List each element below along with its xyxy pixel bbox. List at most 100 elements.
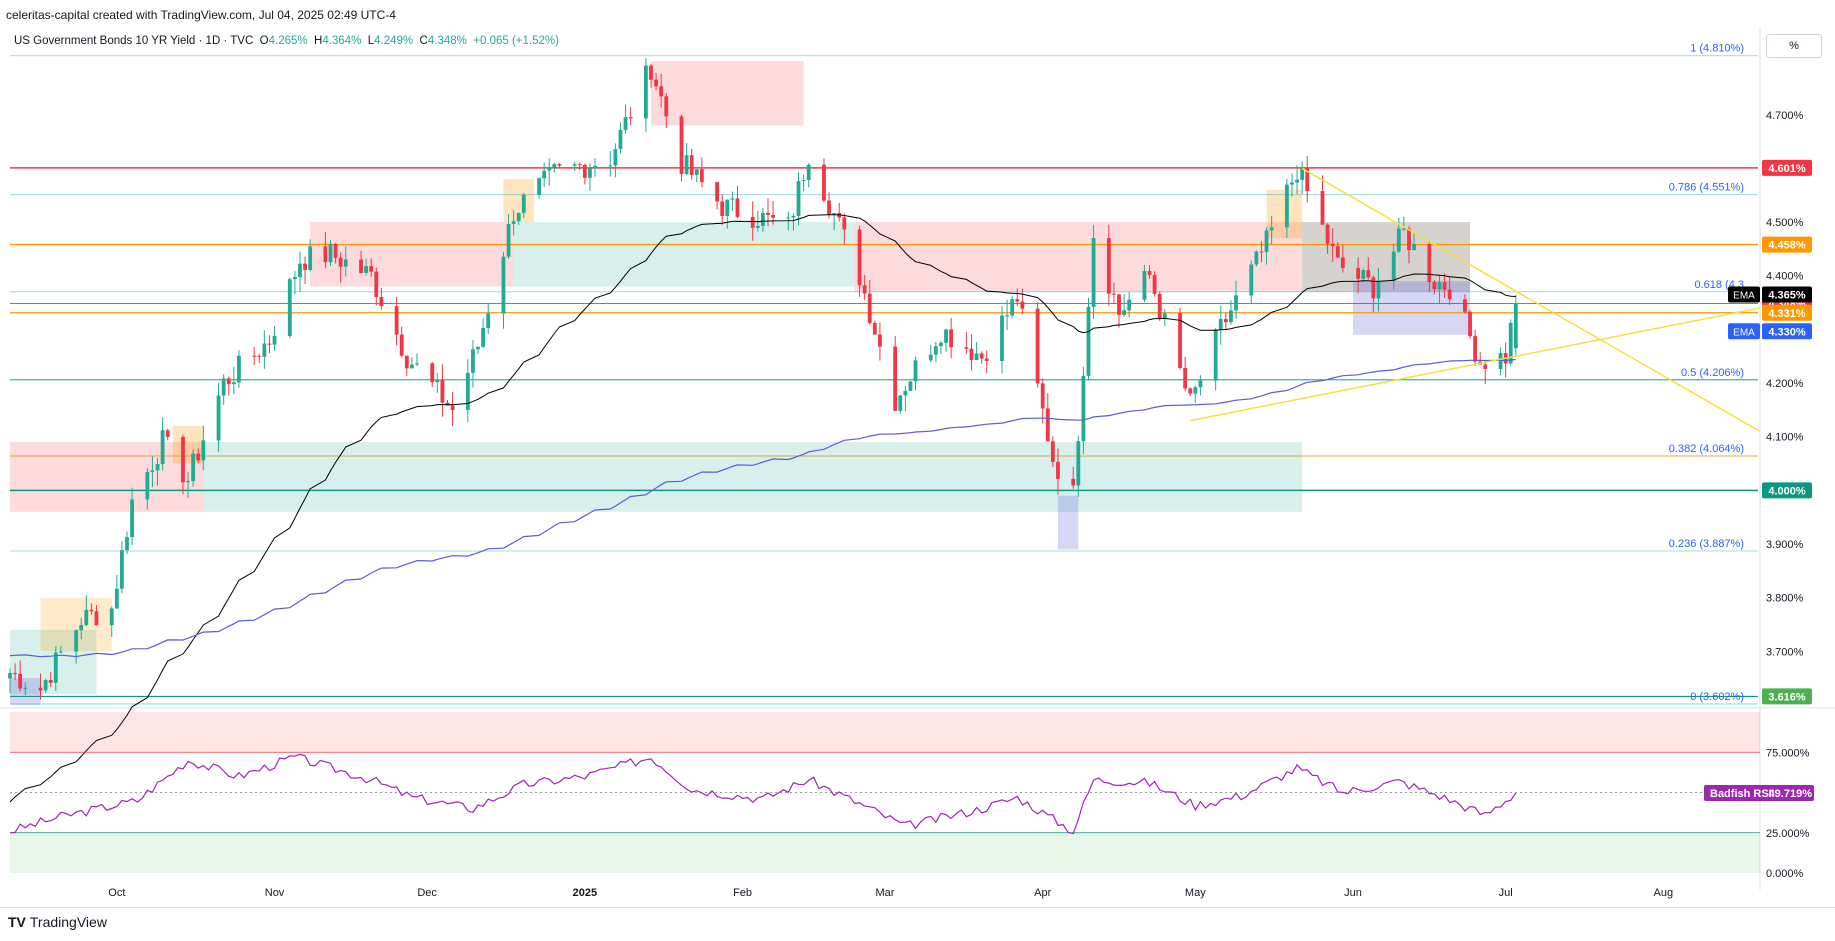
candle-body	[379, 296, 384, 307]
candle-body	[862, 285, 867, 294]
candle-body	[969, 348, 974, 361]
candle-body	[771, 214, 775, 218]
candle-body	[333, 243, 338, 258]
candle	[1050, 436, 1055, 468]
candle	[1330, 228, 1335, 263]
candle	[1376, 268, 1381, 312]
candle-body	[1178, 313, 1182, 368]
candles-group	[8, 58, 1518, 700]
candle	[552, 162, 557, 173]
candle	[58, 646, 63, 654]
price-tag: 4.458%	[1762, 236, 1812, 253]
candle	[8, 668, 12, 694]
ema-slow-tag: EMA 4.330%	[1728, 323, 1812, 340]
candle-body	[1340, 257, 1345, 269]
candle-body	[979, 353, 984, 359]
candle	[933, 342, 938, 363]
candle-body	[1081, 375, 1086, 442]
candle-body	[593, 165, 597, 169]
candle-body	[659, 86, 664, 97]
candle	[267, 335, 272, 354]
candle	[588, 163, 592, 191]
candle	[48, 672, 53, 687]
candle	[415, 353, 419, 367]
candle	[252, 346, 257, 366]
candle	[521, 192, 526, 219]
candle-body	[542, 170, 547, 179]
candle	[1157, 291, 1162, 321]
candle-body	[226, 378, 231, 385]
candle	[1468, 309, 1472, 340]
candle-body	[715, 182, 720, 202]
zone-box	[10, 442, 204, 512]
candle	[1264, 227, 1269, 265]
candle	[201, 425, 206, 471]
candle	[1188, 387, 1193, 397]
candle	[486, 303, 491, 334]
zone-box	[854, 222, 1471, 292]
candle	[114, 574, 119, 609]
x-tick-label: 2025	[573, 887, 597, 899]
y-tick-label: 4.400%	[1766, 271, 1804, 283]
candle	[476, 346, 480, 355]
candle	[374, 267, 379, 306]
candle	[664, 93, 669, 129]
candle	[440, 364, 445, 417]
candle-body	[114, 588, 119, 609]
candle	[1401, 216, 1406, 232]
candle-body	[23, 687, 28, 689]
candle	[878, 322, 882, 361]
candle-body	[1468, 311, 1472, 337]
tag-bg	[1762, 323, 1812, 340]
candle	[404, 355, 409, 377]
candle	[450, 392, 455, 427]
candle-body	[974, 353, 979, 361]
candle-body	[501, 256, 506, 314]
y-tick-label: 3.900%	[1766, 539, 1804, 551]
candle-body	[1335, 246, 1340, 258]
candle	[1249, 260, 1254, 304]
candle	[1295, 165, 1299, 195]
candle-body	[1229, 310, 1233, 323]
candle-body	[649, 65, 653, 80]
candle-body	[755, 225, 760, 228]
tradingview-logo-icon: TV	[8, 914, 26, 930]
rsi-tag: Badfish RSI 49.719%	[1704, 784, 1814, 801]
percent-scale-button[interactable]: %	[1766, 34, 1822, 58]
candle	[1147, 265, 1152, 280]
candle	[898, 394, 903, 414]
tag-text: 4.331%	[1768, 308, 1806, 320]
open-label: O	[259, 35, 269, 47]
candle	[501, 251, 506, 329]
candle-body	[577, 164, 582, 166]
candle	[1407, 226, 1411, 264]
y-tick-label: 3.800%	[1766, 593, 1804, 605]
y-tick-label: 4.500%	[1766, 217, 1804, 229]
candle-body	[1005, 315, 1010, 317]
candle	[1071, 466, 1076, 489]
candle-body	[43, 680, 48, 691]
candle-body	[760, 212, 765, 226]
rsi-y-tick-label: 75.000%	[1766, 747, 1810, 759]
candle-body	[1371, 277, 1376, 299]
candle	[435, 372, 440, 393]
candle	[328, 239, 333, 267]
candle	[903, 386, 908, 412]
price-chart[interactable]: 1 (4.810%)0.786 (4.551%)0.618 (4.30.5 (4…	[0, 0, 1835, 905]
x-tick-label: May	[1185, 887, 1206, 899]
candle-body	[689, 155, 694, 175]
candle	[537, 177, 541, 199]
candle	[1162, 308, 1167, 326]
footer-divider	[0, 907, 1835, 908]
candle-body	[231, 382, 236, 385]
candle-body	[1086, 306, 1091, 376]
candle	[516, 212, 521, 226]
candle-body	[878, 334, 882, 347]
candle-body	[79, 624, 84, 631]
candle-body	[552, 164, 557, 168]
candle-body	[725, 199, 730, 217]
candle	[1198, 375, 1203, 396]
candle	[557, 162, 562, 168]
candle	[257, 353, 262, 364]
tag-bg	[1762, 304, 1812, 321]
